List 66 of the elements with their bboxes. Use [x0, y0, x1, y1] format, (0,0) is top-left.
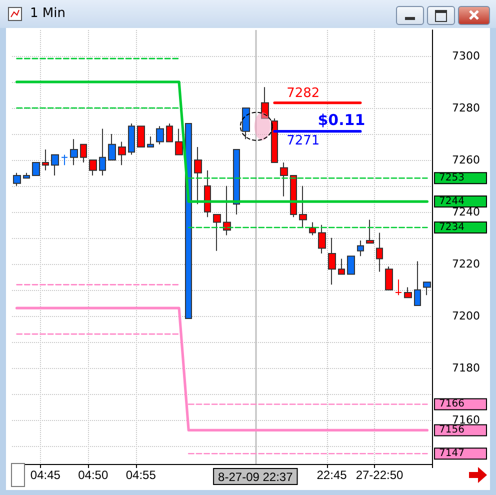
x-tick-label: 27-22:50	[356, 468, 404, 482]
candlestick	[23, 172, 30, 179]
x-tick-label: 04:55	[126, 468, 156, 482]
data-label: 7166	[439, 398, 464, 410]
candlestick	[13, 172, 21, 186]
candlestick	[280, 162, 288, 197]
candlestick	[128, 123, 135, 156]
candlestick	[271, 118, 278, 164]
candlestick	[70, 138, 78, 166]
data-label: 7234	[439, 222, 464, 234]
candlestick	[51, 154, 59, 176]
candlestick	[414, 260, 421, 306]
candlestick	[366, 219, 374, 244]
candlestick	[395, 278, 402, 296]
y-tick-label: 7260	[452, 153, 480, 166]
candlestick	[166, 123, 173, 142]
y-tick-label: 7220	[452, 257, 480, 270]
y-tick-label: 7200	[452, 309, 480, 322]
y-tick-label: 7160	[452, 413, 480, 426]
annotation: $0.11	[318, 110, 366, 129]
data-label: 7271	[286, 133, 320, 148]
chart-title: 1 Min	[30, 6, 66, 21]
candlestick	[80, 144, 87, 164]
candlestick	[423, 282, 431, 296]
candlestick	[357, 240, 364, 257]
candlestick	[299, 185, 307, 228]
candlestick	[118, 141, 126, 166]
candlestick	[233, 149, 240, 216]
candlestick	[376, 232, 383, 272]
x-tick-label: 04:45	[30, 468, 61, 482]
y-tick-label: 7280	[452, 101, 480, 114]
y-tick-label: 7300	[452, 49, 480, 62]
candlestick	[242, 107, 250, 140]
candlestick	[137, 126, 145, 148]
candlestick	[223, 185, 231, 236]
candlestick	[347, 256, 355, 275]
candlestick	[147, 136, 154, 148]
candlestick	[89, 159, 97, 176]
candlestick	[309, 222, 316, 236]
candlestick	[194, 146, 202, 205]
data-label: 7244	[439, 196, 464, 208]
candlestick	[204, 170, 211, 218]
x-tick-label: 22:45	[316, 468, 348, 482]
candlestick	[338, 258, 345, 275]
x-tick-label: 04:50	[78, 468, 108, 482]
y-tick-label: 7180	[452, 361, 480, 374]
candlestick	[99, 128, 106, 176]
candlestick	[32, 162, 40, 176]
candlestick	[318, 224, 326, 254]
data-label: 7253	[439, 172, 464, 184]
y-tick-label: 7240	[452, 205, 480, 218]
candlestick	[261, 86, 269, 119]
candlestick	[175, 128, 183, 156]
candlestick	[328, 237, 336, 286]
candlestick	[61, 154, 68, 166]
data-label: 7156	[439, 424, 464, 436]
candlestick	[213, 214, 221, 252]
data-label: 7147	[439, 448, 464, 460]
candlestick	[42, 149, 49, 171]
x-tick-label: 8-27-09 22:37	[218, 470, 294, 484]
candlestick	[108, 133, 116, 160]
candlestick	[185, 123, 192, 319]
candlestick	[404, 286, 412, 298]
data-label: 7282	[286, 86, 320, 101]
candlestick	[385, 266, 393, 290]
candlestick	[156, 126, 164, 145]
